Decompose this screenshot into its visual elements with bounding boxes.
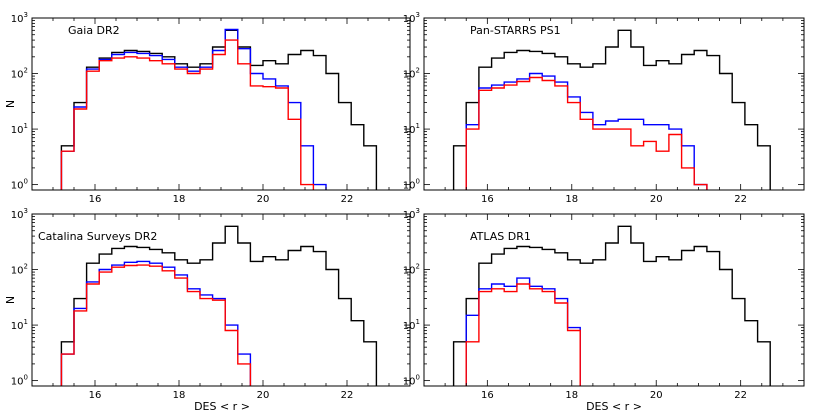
y-tick-label: 100 (403, 374, 420, 388)
x-tick-label: 22 (734, 194, 747, 205)
x-tick-label: 20 (257, 194, 270, 205)
x-tick-label: 16 (481, 194, 494, 205)
series-DES-panel-4 (452, 225, 771, 386)
series-match-clean-panel-1 (60, 39, 315, 190)
x-tick-label: 22 (341, 390, 354, 401)
y-tick-label: 102 (403, 263, 420, 277)
y-tick-label: 100 (11, 374, 28, 388)
x-tick-label: 22 (734, 390, 747, 401)
x-tick-label: 18 (173, 390, 186, 401)
y-tick-label: 103 (403, 207, 420, 221)
y-tick-label: 102 (11, 263, 28, 277)
y-tick-label: 103 (11, 11, 28, 25)
y-tick-label: 102 (11, 67, 28, 81)
y-tick-label: 100 (403, 178, 420, 192)
y-tick-label: 103 (11, 207, 28, 221)
y-tick-label: 103 (403, 11, 420, 25)
x-tick-label: 16 (89, 194, 102, 205)
x-tick-label: 20 (650, 194, 663, 205)
panel-1: 16 18 20 22 100 101 102 103 Gaia DR2 (11, 11, 411, 205)
series-match-clean-panel-2 (465, 76, 708, 190)
series-match-clean-panel-4 (465, 283, 581, 386)
panel-title: ATLAS DR1 (470, 230, 531, 243)
panel-title: Gaia DR2 (68, 24, 120, 37)
x-tick-label: 18 (565, 194, 578, 205)
panel-2: 16 18 20 22 100 101 102 103 Pan-STARRS PS1 (403, 11, 805, 205)
y-tick-label: 100 (11, 178, 28, 192)
y-tick-label: 101 (403, 318, 420, 332)
y-axis-label-bottom: N (4, 296, 17, 304)
y-tick-label: 102 (403, 67, 420, 81)
x-axis-label-left: DES < r > (194, 400, 250, 413)
x-tick-label: 18 (565, 390, 578, 401)
axes-frame (423, 17, 805, 191)
x-tick-label: 20 (257, 390, 270, 401)
x-tick-label: 22 (341, 194, 354, 205)
axes-frame (31, 17, 411, 191)
y-axis-label-top: N (4, 100, 17, 108)
series-match-panel-2 (465, 72, 708, 190)
x-tick-label: 18 (173, 194, 186, 205)
y-tick-label: 101 (11, 318, 28, 332)
y-tick-label: 101 (403, 122, 420, 136)
x-axis-label-right: DES < r > (586, 400, 642, 413)
series-DES-panel-3 (60, 225, 378, 386)
x-tick-label: 20 (650, 390, 663, 401)
panel-3: 16 18 20 22 100 101 102 103 Catalina Surveys DR2 (11, 207, 411, 401)
series-match-panel-4 (465, 277, 581, 386)
panel-title: Catalina Surveys DR2 (38, 230, 157, 243)
panel-4: 16 18 20 22 100 101 102 103 ATLAS DR1 (403, 207, 805, 401)
series-match-clean-panel-3 (60, 264, 252, 386)
x-tick-label: 16 (481, 390, 494, 401)
series-DES-panel-2 (452, 29, 771, 190)
series-match-panel-3 (60, 260, 252, 386)
x-tick-label: 16 (89, 390, 102, 401)
y-tick-label: 101 (11, 122, 28, 136)
panel-title: Pan-STARRS PS1 (470, 24, 561, 37)
series-match-panel-1 (60, 28, 327, 190)
